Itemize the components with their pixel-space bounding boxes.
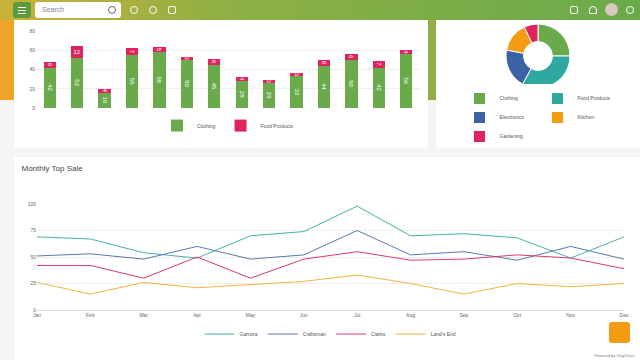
svg-text:Kitchen: Kitchen bbox=[578, 114, 595, 120]
svg-text:20: 20 bbox=[29, 86, 35, 92]
svg-text:Clarks: Clarks bbox=[371, 331, 386, 337]
svg-text:Electronics: Electronics bbox=[500, 114, 525, 120]
svg-text:0: 0 bbox=[32, 105, 35, 111]
svg-text:May: May bbox=[246, 312, 256, 318]
svg-text:Dec: Dec bbox=[620, 312, 629, 318]
svg-text:16: 16 bbox=[102, 97, 108, 104]
svg-text:26: 26 bbox=[266, 92, 272, 99]
svg-text:Jul: Jul bbox=[354, 312, 360, 318]
svg-text:3: 3 bbox=[294, 73, 300, 77]
svg-text:4: 4 bbox=[102, 89, 108, 93]
svg-text:Gamora: Gamora bbox=[240, 331, 258, 337]
svg-text:Apr: Apr bbox=[193, 312, 201, 318]
svg-text:28: 28 bbox=[239, 91, 245, 98]
svg-text:56: 56 bbox=[403, 77, 409, 84]
svg-text:Monthly Top Sale: Monthly Top Sale bbox=[22, 164, 84, 173]
svg-text:Jan: Jan bbox=[33, 312, 41, 318]
svg-text:3: 3 bbox=[266, 80, 272, 84]
svg-text:42: 42 bbox=[47, 84, 53, 91]
svg-text:100: 100 bbox=[28, 201, 37, 207]
svg-text:Mar: Mar bbox=[139, 312, 148, 318]
svg-text:Clothing: Clothing bbox=[500, 95, 519, 101]
svg-text:42: 42 bbox=[376, 84, 382, 91]
svg-text:45: 45 bbox=[211, 83, 217, 90]
svg-text:50: 50 bbox=[30, 254, 36, 260]
svg-text:Oct: Oct bbox=[513, 312, 521, 318]
svg-text:7: 7 bbox=[376, 62, 382, 66]
svg-text:44: 44 bbox=[321, 83, 327, 90]
svg-text:Clothing: Clothing bbox=[197, 123, 216, 129]
svg-text:Land's End: Land's End bbox=[431, 331, 456, 337]
svg-text:60: 60 bbox=[29, 47, 35, 53]
svg-text:55: 55 bbox=[129, 78, 135, 85]
svg-text:6: 6 bbox=[321, 61, 327, 65]
svg-text:58: 58 bbox=[156, 76, 162, 83]
svg-text:7: 7 bbox=[129, 50, 135, 54]
svg-text:6: 6 bbox=[211, 60, 217, 64]
svg-text:33: 33 bbox=[294, 88, 300, 95]
html-text:Powered by ZingChart: Powered by ZingChart bbox=[594, 353, 634, 358]
svg-text:80: 80 bbox=[29, 28, 35, 34]
svg-text:4: 4 bbox=[239, 77, 245, 81]
svg-text:4: 4 bbox=[403, 50, 409, 54]
svg-text:50: 50 bbox=[184, 80, 190, 87]
svg-text:6: 6 bbox=[47, 63, 53, 67]
svg-text:Craftsman: Craftsman bbox=[303, 331, 326, 337]
svg-text:52: 52 bbox=[74, 79, 80, 86]
svg-text:25: 25 bbox=[30, 280, 36, 286]
svg-text:Food Products: Food Products bbox=[578, 95, 611, 101]
svg-text:Nov: Nov bbox=[566, 312, 575, 318]
svg-text:Gardening: Gardening bbox=[500, 133, 524, 139]
svg-text:Aug: Aug bbox=[406, 312, 415, 318]
svg-text:Food Products: Food Products bbox=[261, 123, 294, 129]
svg-text:6: 6 bbox=[348, 55, 354, 59]
svg-text:Feb: Feb bbox=[86, 312, 95, 318]
html-text:Search: Search bbox=[42, 6, 65, 13]
svg-text:3: 3 bbox=[184, 56, 190, 60]
svg-text:0: 0 bbox=[33, 307, 36, 313]
svg-text:40: 40 bbox=[29, 66, 35, 72]
svg-text:50: 50 bbox=[348, 80, 354, 87]
svg-text:12: 12 bbox=[73, 49, 80, 55]
svg-text:5: 5 bbox=[156, 48, 162, 52]
svg-text:75: 75 bbox=[30, 227, 36, 233]
svg-text:Sep: Sep bbox=[459, 312, 468, 318]
svg-text:Jun: Jun bbox=[300, 312, 308, 318]
